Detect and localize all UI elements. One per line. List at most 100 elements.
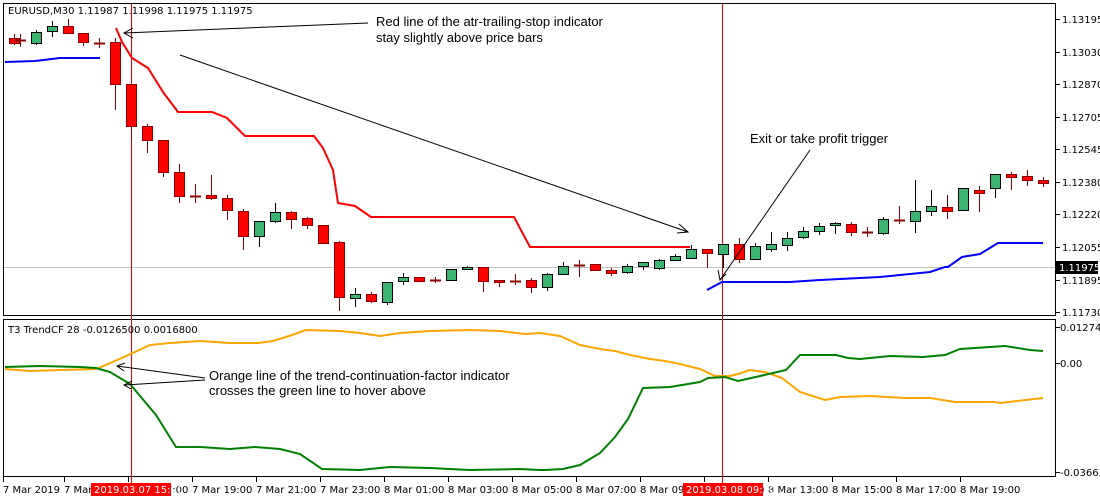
candle bbox=[1022, 170, 1033, 186]
candle bbox=[894, 206, 905, 224]
atr-stop-blue-line-early bbox=[4, 57, 100, 63]
candle bbox=[286, 211, 297, 229]
candle bbox=[686, 245, 697, 259]
candle bbox=[718, 244, 729, 268]
candle bbox=[558, 262, 569, 275]
time-tick-label: 8 Mar 09:00 bbox=[640, 485, 700, 496]
candle bbox=[990, 174, 1001, 198]
candle bbox=[478, 267, 489, 292]
indicator-lines bbox=[4, 27, 1044, 472]
candle bbox=[94, 38, 105, 48]
candle bbox=[302, 217, 313, 229]
candle bbox=[670, 254, 681, 261]
candle bbox=[1038, 177, 1049, 187]
candle bbox=[926, 190, 937, 216]
price-tick-label: 1.12545 bbox=[1062, 145, 1100, 156]
indicator-tick-label: 0.0127445 bbox=[1060, 323, 1100, 334]
candle bbox=[47, 21, 58, 37]
candle bbox=[174, 164, 185, 203]
candle bbox=[238, 209, 249, 250]
time-tick-label: 8 Mar 13:00 bbox=[768, 485, 828, 496]
candle bbox=[142, 124, 153, 153]
time-tick-label: 8 Mar 17:00 bbox=[896, 485, 956, 496]
candle bbox=[862, 227, 873, 237]
candle bbox=[430, 277, 441, 283]
candle bbox=[782, 232, 793, 251]
annotation-arrows bbox=[115, 22, 811, 390]
candle bbox=[31, 30, 42, 45]
candle bbox=[334, 241, 345, 311]
candle bbox=[366, 292, 377, 303]
candle bbox=[63, 19, 74, 34]
symbol-header: EURUSD,M30 1.11987 1.11998 1.11975 1.119… bbox=[8, 6, 253, 17]
price-tick-label: 1.12380 bbox=[1062, 178, 1100, 189]
candle bbox=[15, 34, 26, 47]
candle bbox=[270, 203, 281, 223]
time-tick-label: 8 Mar 01:00 bbox=[384, 485, 444, 496]
annotation-orange-2: crosses the green line to hover above bbox=[209, 383, 426, 398]
candle bbox=[510, 274, 521, 285]
trendcf-green-line bbox=[4, 344, 1044, 472]
candle bbox=[654, 259, 665, 270]
current-price-label: 1.11975 bbox=[1059, 263, 1100, 274]
indicator-tick-label: -0.036634 bbox=[1060, 468, 1100, 479]
time-tick-label: 7 Mar 19:00 bbox=[192, 485, 252, 496]
time-tick-label: 8 Mar 07:00 bbox=[576, 485, 636, 496]
candle bbox=[78, 33, 89, 46]
candle bbox=[318, 225, 329, 244]
candle bbox=[974, 186, 985, 212]
candle bbox=[190, 184, 201, 203]
indicator-pane[interactable] bbox=[3, 319, 1056, 477]
candle bbox=[414, 277, 425, 282]
price-tick-label: 1.12705 bbox=[1062, 113, 1100, 124]
price-tick-label: 1.11730 bbox=[1062, 308, 1100, 319]
candle bbox=[798, 227, 809, 239]
candle bbox=[958, 188, 969, 211]
candle bbox=[590, 264, 601, 271]
price-tick-label: 1.12870 bbox=[1062, 80, 1100, 91]
price-pane[interactable] bbox=[3, 3, 1056, 316]
candle bbox=[542, 273, 553, 291]
candle bbox=[110, 38, 121, 110]
candle bbox=[814, 223, 825, 235]
candle bbox=[830, 222, 841, 234]
candle bbox=[750, 243, 761, 260]
annotation-exit: Exit or take profit trigger bbox=[750, 131, 889, 146]
time-tick-label: 7 Mar 23:00 bbox=[320, 485, 380, 496]
candle bbox=[254, 221, 265, 247]
candle bbox=[638, 262, 649, 270]
candle bbox=[846, 222, 857, 236]
candle bbox=[878, 217, 889, 235]
time-tick-label: 7 Mar 21:00 bbox=[256, 485, 316, 496]
candle bbox=[462, 266, 473, 270]
indicator-header: T3 TrendCF 28 -0.0126500 0.0016800 bbox=[7, 325, 198, 336]
atr-stop-red-line bbox=[115, 27, 690, 248]
candle bbox=[206, 175, 217, 200]
candle bbox=[910, 180, 921, 233]
time-marker-label-1: 2019.03.07 15:00 bbox=[94, 485, 183, 496]
candle bbox=[606, 268, 617, 276]
time-tick-label: 8 Mar 05:00 bbox=[512, 485, 572, 496]
candle bbox=[126, 84, 137, 138]
time-tick-label: 8 Mar 19:00 bbox=[960, 485, 1020, 496]
candle bbox=[526, 278, 537, 293]
candle bbox=[446, 269, 457, 281]
price-tick-label: 1.13030 bbox=[1062, 48, 1100, 59]
indicator-axis: 0.0127445 0.00 -0.036634 bbox=[1056, 323, 1100, 479]
trendcf-orange-line bbox=[4, 328, 1044, 405]
time-marker-label-2: 2019.03.08 09:30 bbox=[686, 485, 775, 496]
price-axis: 1.13195 1.13030 1.12870 1.12705 1.12545 1.123… bbox=[1056, 15, 1100, 319]
candle bbox=[494, 280, 505, 287]
price-tick-label: 1.13195 bbox=[1062, 15, 1100, 26]
candle bbox=[942, 195, 953, 219]
candle bbox=[702, 249, 713, 268]
time-marker-badge-2 bbox=[683, 483, 763, 496]
time-marker-badge-1 bbox=[91, 483, 171, 496]
current-price-badge bbox=[1056, 261, 1098, 274]
candle bbox=[350, 288, 361, 307]
price-tick-label: 1.11895 bbox=[1062, 276, 1100, 287]
time-tick-label: 7 Mar 2019 bbox=[3, 485, 60, 496]
annotation-orange-1: Orange line of the trend-continuation-fa… bbox=[209, 368, 510, 383]
candle bbox=[766, 232, 777, 252]
